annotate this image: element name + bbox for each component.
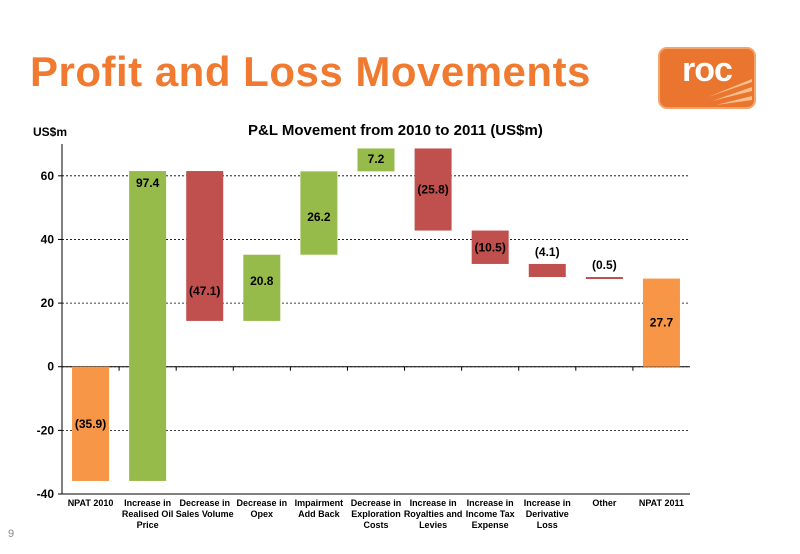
data-label: (35.9): [75, 417, 106, 431]
bar-decrease: [414, 148, 452, 231]
x-category-label: Impairment: [295, 498, 344, 508]
page-number: 9: [8, 528, 15, 540]
y-tick-label: -20: [37, 423, 55, 437]
x-category-label: Increase in: [524, 498, 571, 508]
bar-increase: [357, 148, 395, 172]
logo-swoosh-icon: [708, 79, 752, 105]
bar-total: [72, 366, 110, 481]
x-category-label: Opex: [251, 509, 274, 519]
bar-increase: [243, 254, 281, 321]
data-label: (47.1): [189, 284, 220, 298]
bar-decrease: [186, 171, 224, 321]
y-tick-label: 0: [47, 360, 54, 374]
y-tick-label: 40: [41, 232, 55, 246]
x-category-label: Decrease in: [351, 498, 402, 508]
data-label: 27.7: [650, 316, 674, 330]
y-tick-label: -40: [37, 487, 55, 501]
x-category-label: Loss: [537, 520, 558, 530]
x-category-label: Sales Volume: [176, 509, 234, 519]
data-label: (10.5): [475, 240, 506, 254]
x-category-label: Increase in: [124, 498, 171, 508]
x-category-label: Decrease in: [237, 498, 288, 508]
x-category-label: Add Back: [298, 509, 341, 519]
data-label: 97.4: [136, 176, 160, 190]
roc-logo: roc: [658, 47, 756, 109]
x-category-label: Increase in: [467, 498, 514, 508]
chart-title: P&L Movement from 2010 to 2011 (US$m): [248, 122, 543, 139]
x-category-label: Derivative: [526, 509, 569, 519]
bar-total: [642, 278, 680, 367]
y-tick-label: 20: [41, 296, 55, 310]
bar-increase: [300, 171, 338, 255]
y-axis-unit-label: US$m: [33, 125, 68, 139]
x-category-label: Income Tax: [466, 509, 515, 519]
x-category-label: Price: [137, 520, 159, 530]
data-label: 26.2: [307, 210, 331, 224]
x-category-label: NPAT 2010: [68, 498, 114, 508]
logo-text: roc: [682, 51, 733, 89]
x-category-label: Other: [592, 498, 617, 508]
data-label: (0.5): [592, 258, 617, 272]
y-tick-label: 60: [41, 169, 55, 183]
x-category-label: Exploration: [351, 509, 401, 519]
x-category-label: Realised Oil: [122, 509, 174, 519]
bar-decrease: [471, 230, 509, 264]
data-label: (4.1): [535, 245, 560, 259]
x-category-label: Increase in: [410, 498, 457, 508]
x-category-label: Decrease in: [179, 498, 230, 508]
data-label: 20.8: [250, 274, 274, 288]
slide-title: Profit and Loss Movements: [30, 48, 591, 95]
x-category-label: NPAT 2011: [639, 498, 684, 508]
bar-increase: [129, 171, 167, 481]
data-label: 7.2: [368, 152, 385, 166]
x-category-label: Expense: [472, 520, 509, 530]
x-category-label: Royalties and: [404, 509, 463, 519]
bar-decrease: [585, 277, 623, 279]
x-category-label: Levies: [419, 520, 447, 530]
data-label: (25.8): [417, 183, 448, 197]
x-category-label: Costs: [363, 520, 388, 530]
bar-decrease: [528, 263, 566, 277]
